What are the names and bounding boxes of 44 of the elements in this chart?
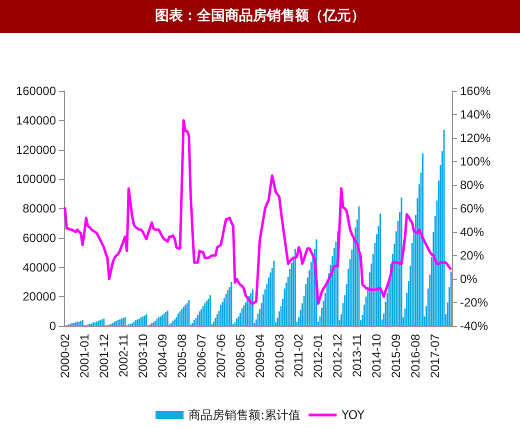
y2-tick-label: 80% [460, 178, 484, 192]
x-tick-label: 2013-11 [350, 334, 364, 378]
x-tick-label: 2017-07 [428, 334, 442, 378]
y2-tick-label: 120% [460, 131, 492, 145]
x-tick-label: 2012-01 [311, 334, 326, 378]
y2-tick-label: -40% [460, 319, 488, 333]
y2-tick-label: 100% [460, 154, 492, 168]
x-tick-label: 2003-10 [136, 334, 150, 378]
x-tick-label: 2012-12 [330, 334, 345, 378]
x-tick-label: 2015-09 [389, 334, 404, 378]
x-tick-label: 2011-02 [292, 334, 306, 378]
y2-tick-label: -20% [460, 296, 488, 310]
y2-tick-label: 60% [460, 202, 484, 216]
line-series [64, 119, 452, 305]
y-tick-label: 60000 [22, 230, 56, 245]
x-tick-label: 2006-07 [194, 334, 208, 378]
x-tick-label: 2000-02 [58, 334, 72, 378]
legend-label: 商品房销售额:累计值 [188, 408, 301, 422]
y2-tick-label: 140% [460, 108, 492, 122]
y-tick-label: 20000 [22, 290, 56, 304]
y-tick-label: 80000 [22, 202, 56, 216]
y-tick-label: 140000 [16, 113, 56, 128]
x-tick-label: 2001-12 [96, 334, 111, 378]
y2-tick-label: 40% [460, 225, 484, 239]
x-tick-label: 2008-05 [233, 334, 248, 378]
y-tick-label: 120000 [16, 142, 56, 157]
x-tick-label: 2007-06 [214, 334, 228, 378]
x-tick-label: 2002-11 [116, 334, 130, 378]
x-tick-label: 2009-04 [252, 334, 267, 378]
x-tick-label: 2016-08 [408, 334, 423, 378]
y-tick-label: 100000 [16, 172, 56, 186]
y-tick-label: 0 [49, 319, 56, 333]
y2-tick-label: 160% [460, 84, 492, 98]
x-tick-label: 2001-01 [77, 334, 92, 378]
chart-title: 图表：全国商品房销售额（亿元） [0, 0, 520, 33]
x-tick-label: 2004-09 [155, 334, 170, 378]
x-tick-label: 2014-10 [370, 334, 384, 378]
x-tick-label: 2005-08 [174, 334, 189, 378]
legend-label: YOY [340, 408, 366, 422]
x-tick-label: 2010-03 [272, 334, 286, 378]
y-tick-label: 160000 [16, 84, 56, 98]
y2-tick-label: 0% [460, 272, 478, 286]
y-tick-label: 40000 [22, 260, 56, 274]
y2-tick-label: 20% [460, 248, 484, 262]
